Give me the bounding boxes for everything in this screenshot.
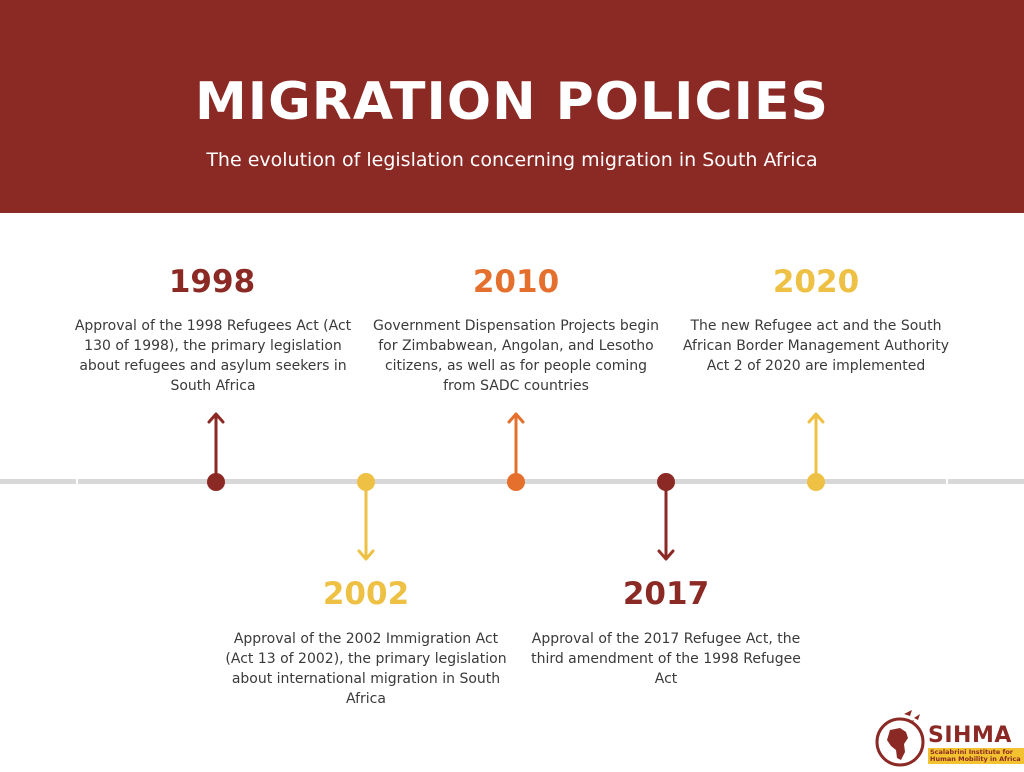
- page-subtitle: The evolution of legislation concerning …: [206, 149, 818, 171]
- event-marker-2010: [507, 412, 525, 491]
- timeline-dot-2020: [807, 473, 825, 491]
- header-banner: MIGRATION POLICIES The evolution of legi…: [0, 0, 1024, 213]
- event-description-2017: Approval of the 2017 Refugee Act, the th…: [531, 631, 801, 687]
- arrow-down-icon-2017: [657, 549, 675, 561]
- arrow-up-icon-2020: [807, 412, 825, 424]
- logo-name: SIHMA: [928, 723, 1012, 748]
- sihma-logo: SIHMA Scalabrini Institute for Human Mob…: [874, 708, 1024, 772]
- event-marker-2020: [807, 412, 825, 491]
- event-year-2017: 2017: [622, 576, 710, 612]
- event-description-1998: Approval of the 1998 Refugees Act (Act 1…: [74, 318, 352, 394]
- timeline-line-right: [948, 479, 1024, 484]
- event-year-2010: 2010: [472, 264, 560, 300]
- event-year-1998: 1998: [168, 264, 256, 300]
- timeline-dot-1998: [207, 473, 225, 491]
- event-marker-2002: [357, 473, 375, 561]
- timeline-dot-2002: [357, 473, 375, 491]
- arrow-up-icon-2010: [507, 412, 525, 424]
- event-description-2010: Government Dispensation Projects begin f…: [372, 318, 660, 394]
- globe-icon: [875, 710, 925, 767]
- logo-tagline: Scalabrini Institute for Human Mobility …: [928, 748, 1024, 764]
- event-description-2020: The new Refugee act and the South Africa…: [682, 318, 950, 374]
- event-description-2002: Approval of the 2002 Immigration Act (Ac…: [225, 631, 507, 707]
- timeline-dot-2010: [507, 473, 525, 491]
- page-title: MIGRATION POLICIES: [195, 72, 829, 132]
- timeline-line-left: [0, 479, 76, 484]
- timeline-markers: [207, 412, 825, 561]
- event-year-2020: 2020: [772, 264, 860, 300]
- event-marker-1998: [207, 412, 225, 491]
- arrow-up-icon-1998: [207, 412, 225, 424]
- event-year-2002: 2002: [322, 576, 410, 612]
- arrow-down-icon-2002: [357, 549, 375, 561]
- timeline-dot-2017: [657, 473, 675, 491]
- event-marker-2017: [657, 473, 675, 561]
